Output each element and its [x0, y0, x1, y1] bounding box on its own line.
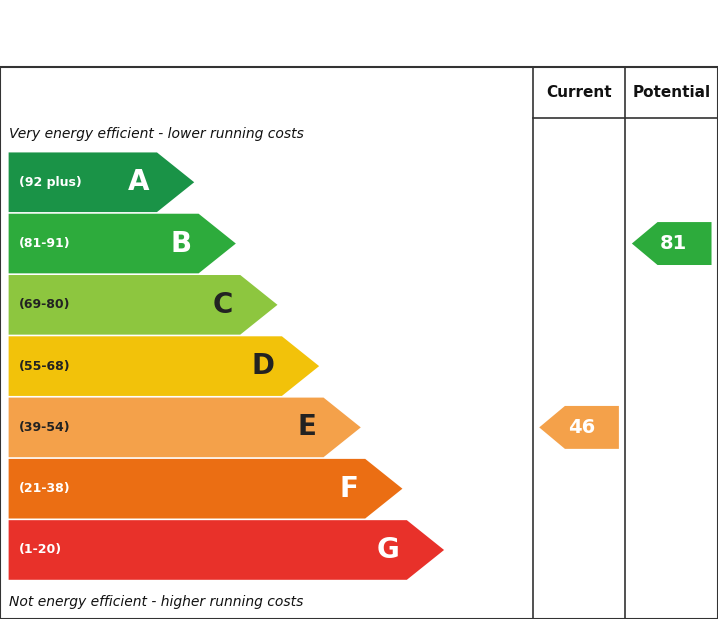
Polygon shape [9, 214, 236, 274]
Text: Energy Efficiency Rating: Energy Efficiency Rating [18, 19, 478, 51]
Text: 81: 81 [660, 234, 687, 253]
Polygon shape [9, 459, 402, 519]
Text: F: F [339, 475, 358, 503]
Polygon shape [9, 397, 360, 457]
Text: (55-68): (55-68) [19, 360, 70, 373]
Text: (21-38): (21-38) [19, 482, 70, 495]
Text: Current: Current [546, 85, 612, 100]
Text: C: C [213, 291, 233, 319]
Text: (81-91): (81-91) [19, 237, 70, 250]
Text: A: A [129, 168, 150, 196]
Polygon shape [632, 222, 712, 265]
Text: Potential: Potential [633, 85, 711, 100]
Text: D: D [252, 352, 275, 380]
Polygon shape [9, 275, 277, 335]
Text: 46: 46 [568, 418, 595, 437]
Polygon shape [9, 152, 194, 212]
Polygon shape [9, 520, 444, 580]
Text: (39-54): (39-54) [19, 421, 70, 434]
Polygon shape [9, 336, 319, 396]
Text: (69-80): (69-80) [19, 298, 70, 311]
Text: (92 plus): (92 plus) [19, 176, 81, 189]
Polygon shape [539, 406, 619, 449]
Text: B: B [170, 230, 192, 258]
Text: G: G [377, 536, 400, 564]
Text: (1-20): (1-20) [19, 543, 62, 556]
Text: E: E [297, 413, 317, 441]
Text: Very energy efficient - lower running costs: Very energy efficient - lower running co… [9, 128, 304, 141]
Text: Not energy efficient - higher running costs: Not energy efficient - higher running co… [9, 595, 304, 610]
